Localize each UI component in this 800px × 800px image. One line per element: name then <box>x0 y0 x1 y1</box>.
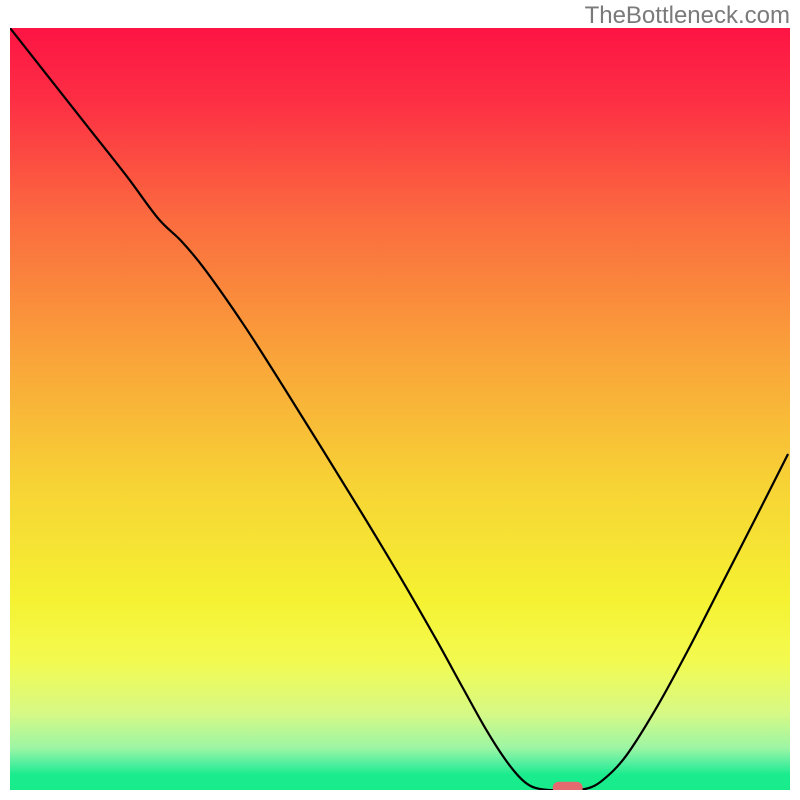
watermark-text: TheBottleneck.com <box>585 2 790 30</box>
chart-svg <box>10 28 790 790</box>
highlight-marker <box>553 782 583 790</box>
figure-root: { "watermark": { "text": "TheBottleneck.… <box>0 0 800 800</box>
gradient-background <box>10 28 790 790</box>
chart-plot-area <box>10 28 790 790</box>
